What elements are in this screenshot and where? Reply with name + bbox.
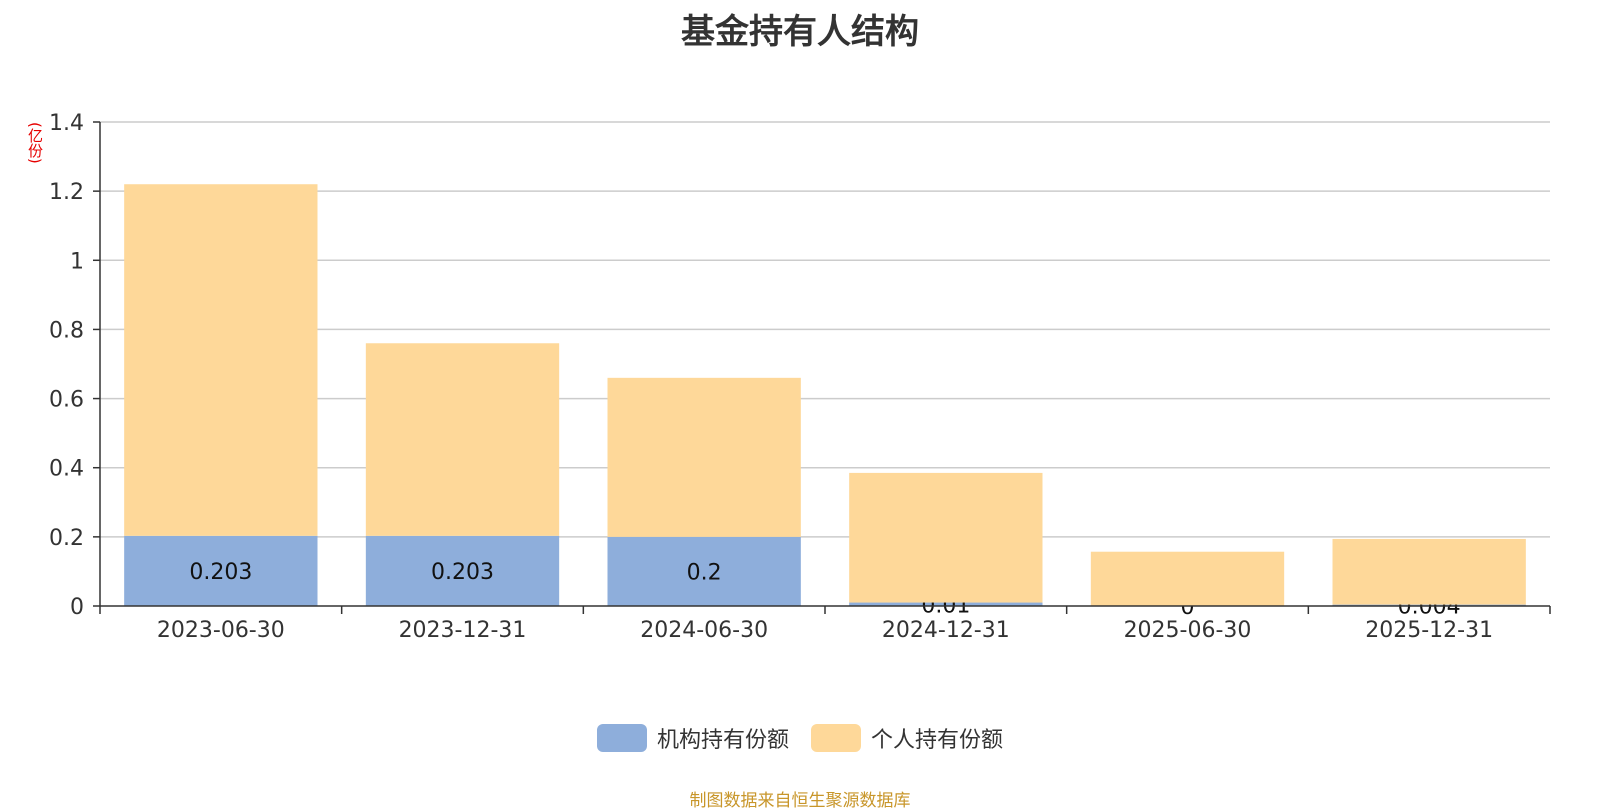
bar-institutional <box>607 536 801 606</box>
x-tick-label: 2025-06-30 <box>1124 618 1252 643</box>
legend-label-institutional: 机构持有份额 <box>656 728 789 753</box>
legend: 机构持有份额 个人持有份额 <box>0 722 1600 754</box>
legend-swatch-institutional <box>596 724 647 752</box>
legend-item-institutional[interactable]: 机构持有份额 <box>596 722 789 754</box>
x-tick-label: 2023-06-30 <box>157 618 285 643</box>
bar-individual <box>607 377 801 537</box>
x-tick-label: 2025-12-31 <box>1365 618 1493 643</box>
bar-institutional <box>365 535 560 606</box>
y-tick-label: 0.4 <box>49 457 84 482</box>
x-tick-label: 2024-06-30 <box>640 618 768 643</box>
y-tick-label: 1.4 <box>49 111 84 136</box>
bar-individual <box>1090 551 1285 606</box>
y-tick-label: 0.2 <box>49 526 84 551</box>
y-tick-label: 1.2 <box>49 180 84 205</box>
bar-individual <box>124 184 318 536</box>
bar-institutional <box>849 602 1043 606</box>
legend-label-individual: 个人持有份额 <box>871 728 1004 753</box>
bar-institutional <box>124 535 318 606</box>
bar-data-label: 0.2 <box>687 560 722 585</box>
bar-individual <box>849 472 1043 603</box>
bar-individual <box>1332 538 1526 605</box>
x-tick-label: 2023-12-31 <box>399 618 527 643</box>
bar-individual <box>365 343 560 536</box>
y-tick-label: 0 <box>70 595 84 620</box>
bar-data-label: 0.203 <box>431 560 494 585</box>
y-tick-label: 1 <box>70 249 84 274</box>
legend-swatch-individual <box>811 724 861 752</box>
bar-data-label: 0.203 <box>189 560 252 585</box>
x-tick-label: 2024-12-31 <box>882 618 1010 643</box>
y-tick-label: 0.8 <box>49 318 84 343</box>
data-source-note: 制图数据来自恒生聚源数据库 <box>689 791 911 811</box>
legend-item-individual[interactable]: 个人持有份额 <box>811 722 1003 754</box>
y-axis-unit-label: (亿份) <box>26 122 44 164</box>
y-tick-label: 0.6 <box>49 388 84 413</box>
chart-title: 基金持有人结构 <box>681 12 919 52</box>
